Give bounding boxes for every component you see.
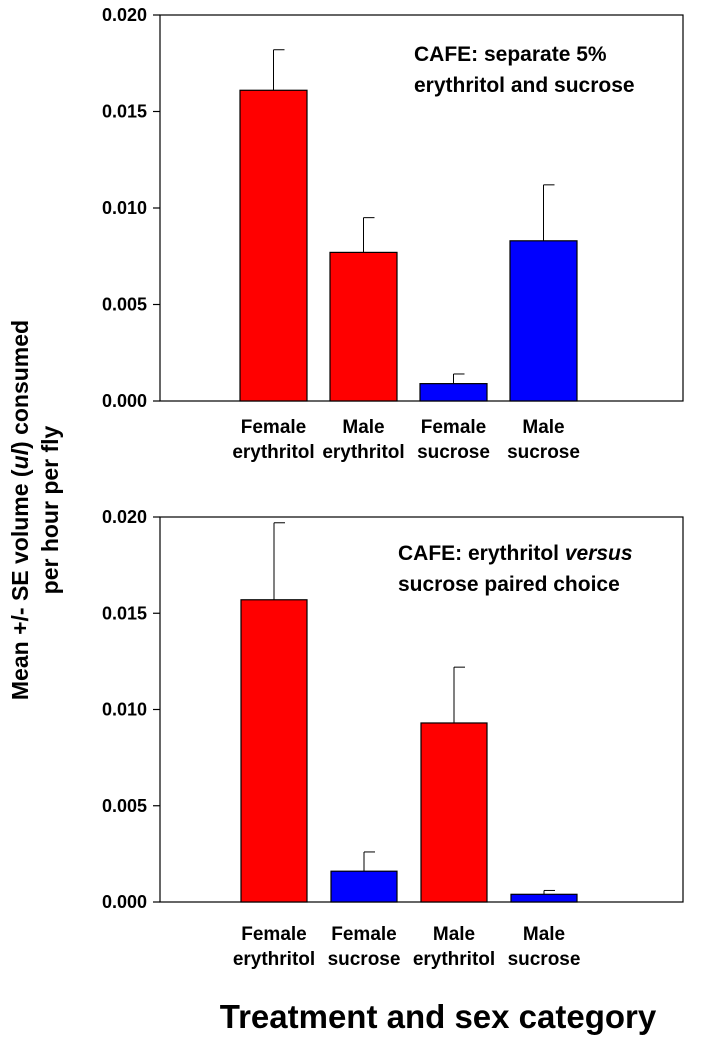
y-tick-label: 0.015: [102, 102, 147, 122]
y-tick-label: 0.000: [102, 892, 147, 912]
category-label: erythritol: [233, 949, 315, 970]
category-label: Female: [241, 924, 306, 945]
category-label: Female: [331, 924, 396, 945]
bar-sucrose: [419, 383, 488, 402]
y-tick-label: 0.010: [102, 700, 147, 720]
ylabel-line2: per hour per fly: [37, 425, 63, 594]
category-label: sucrose: [507, 442, 580, 463]
category-label: sucrose: [417, 442, 490, 463]
bar-erythritol: [420, 722, 488, 903]
y-axis-label: Mean +/- SE volume (ul) consumed per hou…: [7, 320, 63, 700]
category-label: erythritol: [232, 442, 314, 463]
category-label: Male: [523, 924, 565, 945]
annotation-part: CAFE: erythritol: [398, 542, 565, 565]
category-label: sucrose: [328, 949, 401, 970]
bar-sucrose: [510, 893, 578, 903]
annotation-line2: erythritol and sucrose: [414, 74, 635, 97]
ylabel-unit: ul: [7, 448, 33, 469]
category-label: Male: [342, 417, 384, 438]
ylabel-part1: Mean +/- SE volume (: [7, 469, 33, 700]
svg-text:Mean +/- SE volume (ul) consum: Mean +/- SE volume (ul) consumed: [7, 320, 33, 700]
annotation-italic: versus: [565, 542, 633, 565]
ylabel-part2: ) consumed: [7, 320, 33, 449]
bar-erythritol: [239, 89, 308, 402]
category-label: erythritol: [413, 949, 495, 970]
plot-frame: [159, 14, 684, 402]
y-tick-label: 0.020: [102, 507, 147, 527]
y-tick-label: 0.005: [102, 796, 147, 816]
chart-bottom: 0.000 0.005 0.010 0.015 0.020 Female erythrito…: [102, 507, 684, 970]
y-tick-label: 0.015: [102, 603, 147, 623]
annotation-line1: CAFE: separate 5%: [414, 43, 607, 66]
y-tick-label: 0.020: [102, 5, 147, 25]
category-label: Female: [421, 417, 486, 438]
y-tick-label: 0.005: [102, 295, 147, 315]
category-label: erythritol: [322, 442, 404, 463]
category-label: Male: [433, 924, 475, 945]
y-tick-label: 0.000: [102, 391, 147, 411]
annotation-line1: CAFE: erythritol versus: [398, 542, 633, 565]
category-label: Male: [522, 417, 564, 438]
x-axis-label: Treatment and sex category: [220, 998, 657, 1035]
bar-sucrose: [330, 870, 398, 903]
y-tick-label: 0.010: [102, 198, 147, 218]
annotation-line2: sucrose paired choice: [398, 573, 620, 596]
bar-sucrose: [509, 240, 578, 402]
category-label: Female: [241, 417, 306, 438]
chart-top: 0.000 0.005 0.010 0.015 0.020 Female erythrito…: [102, 5, 684, 463]
category-label: sucrose: [508, 949, 581, 970]
bar-erythritol: [329, 251, 398, 402]
bar-erythritol: [240, 599, 308, 903]
